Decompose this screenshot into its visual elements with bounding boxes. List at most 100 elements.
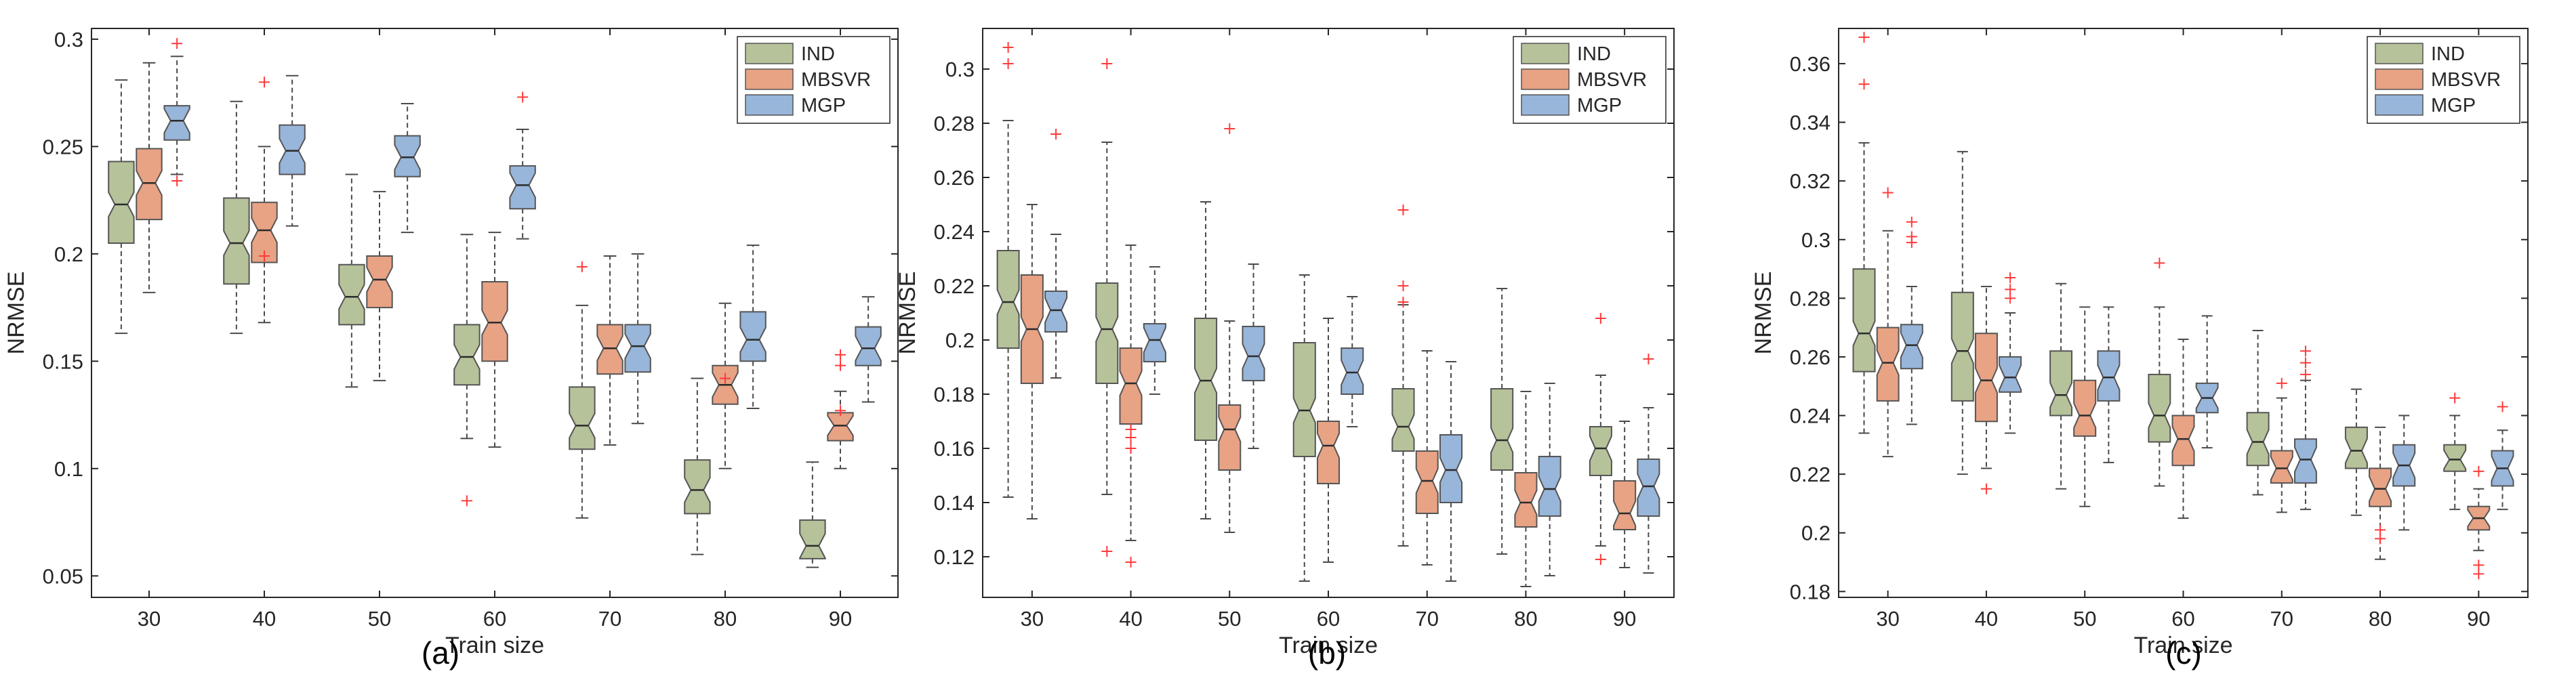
box-body <box>1317 421 1340 484</box>
box-mgp-70 <box>1439 361 1463 582</box>
box-body <box>453 324 481 386</box>
box-body <box>1095 282 1119 384</box>
box-body <box>1119 347 1143 425</box>
y-tick-label: 0.32 <box>1790 169 1831 193</box>
box-mbsvr-60 <box>1317 318 1340 563</box>
outlier-marker <box>1858 79 1870 90</box>
outlier-marker <box>171 38 183 49</box>
box-mbsvr-80 <box>1514 391 1538 587</box>
box-mgp-50 <box>394 102 421 234</box>
outlier-marker <box>1224 123 1235 134</box>
box-body <box>1242 326 1265 381</box>
y-tick-label: 0.05 <box>43 564 83 588</box>
outlier-marker <box>1643 354 1654 364</box>
y-tick-label: 0.14 <box>934 491 975 515</box>
box-body <box>366 255 393 309</box>
outlier-marker <box>1101 58 1113 69</box>
box-ind-30 <box>996 42 1020 498</box>
box-mbsvr-40 <box>251 77 278 324</box>
box-mgp-90 <box>2491 401 2514 511</box>
box-ind-80 <box>684 377 711 555</box>
box-body <box>1538 456 1561 517</box>
y-tick-label: 0.15 <box>43 349 83 373</box>
box-body <box>684 459 711 515</box>
box-ind-80 <box>2344 388 2368 516</box>
box-mgp-50 <box>1242 263 1265 449</box>
x-tick-label: 90 <box>1613 607 1636 631</box>
box-body <box>1589 426 1612 476</box>
box-body <box>996 250 1020 349</box>
y-tick-label: 0.12 <box>934 545 975 569</box>
box-body <box>481 281 508 362</box>
box-body <box>1292 342 1316 457</box>
box-mgp-60 <box>1341 296 1364 427</box>
y-tick-label: 0.2 <box>945 328 975 352</box>
outlier-marker <box>2473 568 2485 580</box>
outlier-marker <box>1002 58 1014 69</box>
legend-swatch-ind <box>1521 43 1570 64</box>
x-tick-label: 40 <box>1975 607 1998 631</box>
y-tick-label: 0.26 <box>934 166 975 190</box>
y-axis-label: NRMSE <box>1751 272 1776 355</box>
box-mbsvr-50 <box>366 190 393 381</box>
outlier-marker <box>1882 187 1894 198</box>
box-body <box>2344 426 2368 469</box>
box-body <box>1391 388 1415 452</box>
legend-swatch-mgp <box>745 94 794 116</box>
box-body <box>251 201 278 263</box>
box-body <box>223 197 250 285</box>
box-mgp-30 <box>1900 216 1923 425</box>
legend-label-mgp: MGP <box>1577 95 1622 116</box>
box-mbsvr-60 <box>481 232 508 448</box>
outlier-marker <box>1101 546 1113 557</box>
box-body <box>1218 404 1242 471</box>
box-body <box>2246 412 2270 467</box>
x-tick-label: 60 <box>1317 607 1340 631</box>
y-tick-label: 0.24 <box>1790 404 1831 428</box>
box-body <box>1341 347 1364 395</box>
box-body <box>1143 323 1166 362</box>
y-tick-label: 0.1 <box>54 457 83 481</box>
x-tick-label: 50 <box>2073 607 2096 631</box>
box-mgp-80 <box>739 245 766 410</box>
outlier-marker <box>835 349 846 360</box>
box-body <box>2148 373 2171 443</box>
legend-swatch-mbsvr <box>2375 68 2424 90</box>
box-mgp-90 <box>855 296 882 403</box>
outlier-marker <box>259 77 270 88</box>
box-mbsvr-90 <box>2467 465 2491 580</box>
y-tick-label: 0.2 <box>1801 522 1831 545</box>
box-body <box>1974 333 1998 423</box>
x-tick-label: 80 <box>714 607 737 631</box>
y-tick-label: 0.22 <box>934 274 975 298</box>
y-tick-label: 0.26 <box>1790 345 1831 369</box>
outlier-marker <box>2473 465 2485 477</box>
box-ind-40 <box>223 100 250 335</box>
box-ind-60 <box>1292 274 1316 582</box>
box-ind-90 <box>1589 313 1612 565</box>
box-mgp-70 <box>624 253 651 425</box>
x-tick-label: 40 <box>253 607 276 631</box>
outlier-marker <box>1050 129 1062 140</box>
x-tick-label: 30 <box>1021 607 1044 631</box>
y-tick-label: 0.3 <box>1801 228 1831 252</box>
y-tick-label: 0.18 <box>934 383 975 406</box>
y-axis-label: NRMSE <box>3 272 29 355</box>
box-body <box>1852 268 1876 373</box>
box-ind-40 <box>1095 58 1119 557</box>
x-axis-label: Train size <box>445 633 544 658</box>
outlier-marker <box>1125 443 1137 454</box>
box-ind-80 <box>1490 288 1514 555</box>
box-mbsvr-60 <box>2171 338 2195 519</box>
outlier-marker <box>576 261 588 272</box>
outlier-marker <box>259 251 270 261</box>
box-body <box>1490 388 1514 471</box>
box-ind-30 <box>1852 31 1876 434</box>
box-ind-60 <box>453 234 481 507</box>
legend: IND MBSVR MGP <box>2367 36 2520 124</box>
box-body <box>2443 444 2467 472</box>
outlier-marker <box>1980 483 1992 494</box>
box-mgp-50 <box>2097 306 2121 463</box>
legend-label-ind: IND <box>1577 43 1611 65</box>
